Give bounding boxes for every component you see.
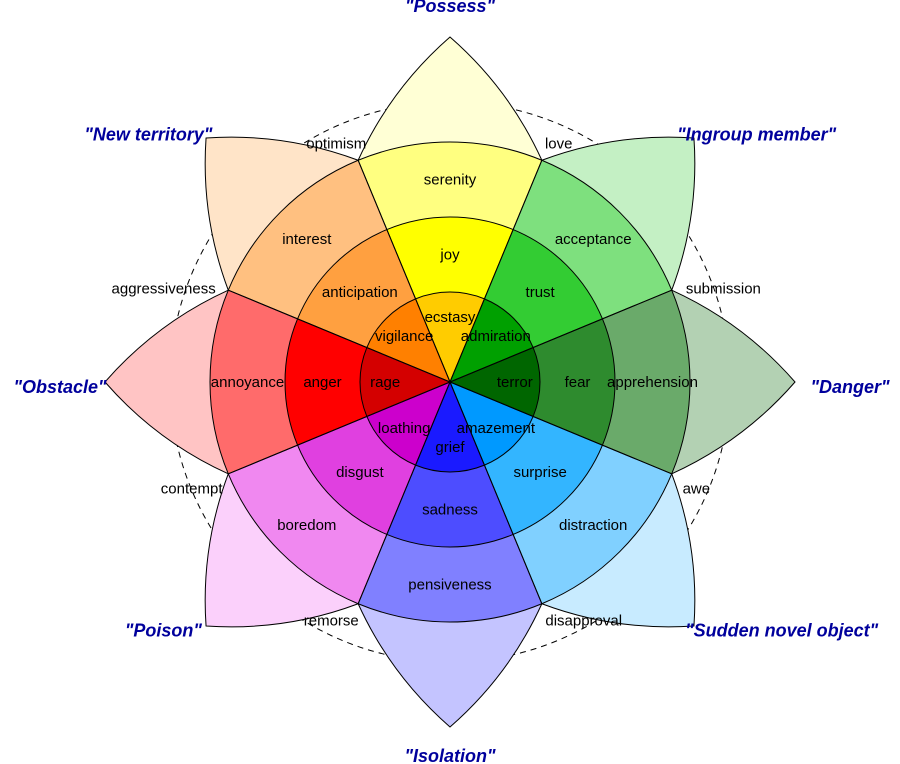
outer-title: "Isolation" bbox=[404, 746, 496, 764]
emotion-mid: surprise bbox=[513, 464, 566, 481]
emotion-inner: ecstasy bbox=[425, 309, 476, 326]
outer-title: "Sudden novel object" bbox=[685, 621, 879, 641]
emotion-mid: fear bbox=[565, 374, 591, 391]
emotion-inner: grief bbox=[435, 439, 465, 456]
outer-title: "Ingroup member" bbox=[677, 124, 837, 144]
dyad-label: disapproval bbox=[545, 612, 622, 629]
emotion-mid: trust bbox=[526, 284, 556, 301]
emotion-outer: acceptance bbox=[555, 231, 632, 248]
emotion-inner: rage bbox=[370, 374, 400, 391]
emotion-wheel-diagram: ecstasy joy serenity admiration trust accepta… bbox=[0, 0, 900, 764]
outer-title: "Possess" bbox=[405, 0, 496, 16]
emotion-inner: loathing bbox=[378, 420, 431, 437]
dyad-label: contempt bbox=[161, 481, 224, 498]
emotion-inner: vigilance bbox=[375, 328, 433, 345]
emotion-mid: anticipation bbox=[322, 284, 398, 301]
emotion-outer: apprehension bbox=[607, 374, 698, 391]
outer-title: "Obstacle" bbox=[13, 377, 107, 397]
dyad-label: aggressiveness bbox=[112, 280, 216, 297]
emotion-mid: disgust bbox=[336, 464, 384, 481]
emotion-outer: annoyance bbox=[211, 374, 284, 391]
emotion-inner: admiration bbox=[461, 328, 531, 345]
emotion-mid: joy bbox=[439, 247, 460, 264]
outer-title: "Danger" bbox=[810, 377, 890, 397]
dyad-label: love bbox=[545, 136, 573, 153]
emotion-inner: amazement bbox=[457, 420, 536, 437]
dyad-label: optimism bbox=[306, 136, 366, 153]
emotion-outer: boredom bbox=[277, 517, 336, 534]
dyad-label: awe bbox=[683, 481, 711, 498]
emotion-outer: pensiveness bbox=[408, 577, 491, 594]
emotion-mid: sadness bbox=[422, 502, 478, 519]
dyad-label: submission bbox=[686, 280, 761, 297]
dyad-label: remorse bbox=[304, 612, 359, 629]
outer-title: "Poison" bbox=[125, 621, 203, 641]
emotion-outer: distraction bbox=[559, 517, 627, 534]
emotion-inner: terror bbox=[497, 374, 533, 391]
emotion-outer: interest bbox=[282, 231, 332, 248]
outer-title: "New territory" bbox=[84, 124, 213, 144]
emotion-outer: serenity bbox=[424, 172, 477, 189]
emotion-mid: anger bbox=[303, 374, 341, 391]
